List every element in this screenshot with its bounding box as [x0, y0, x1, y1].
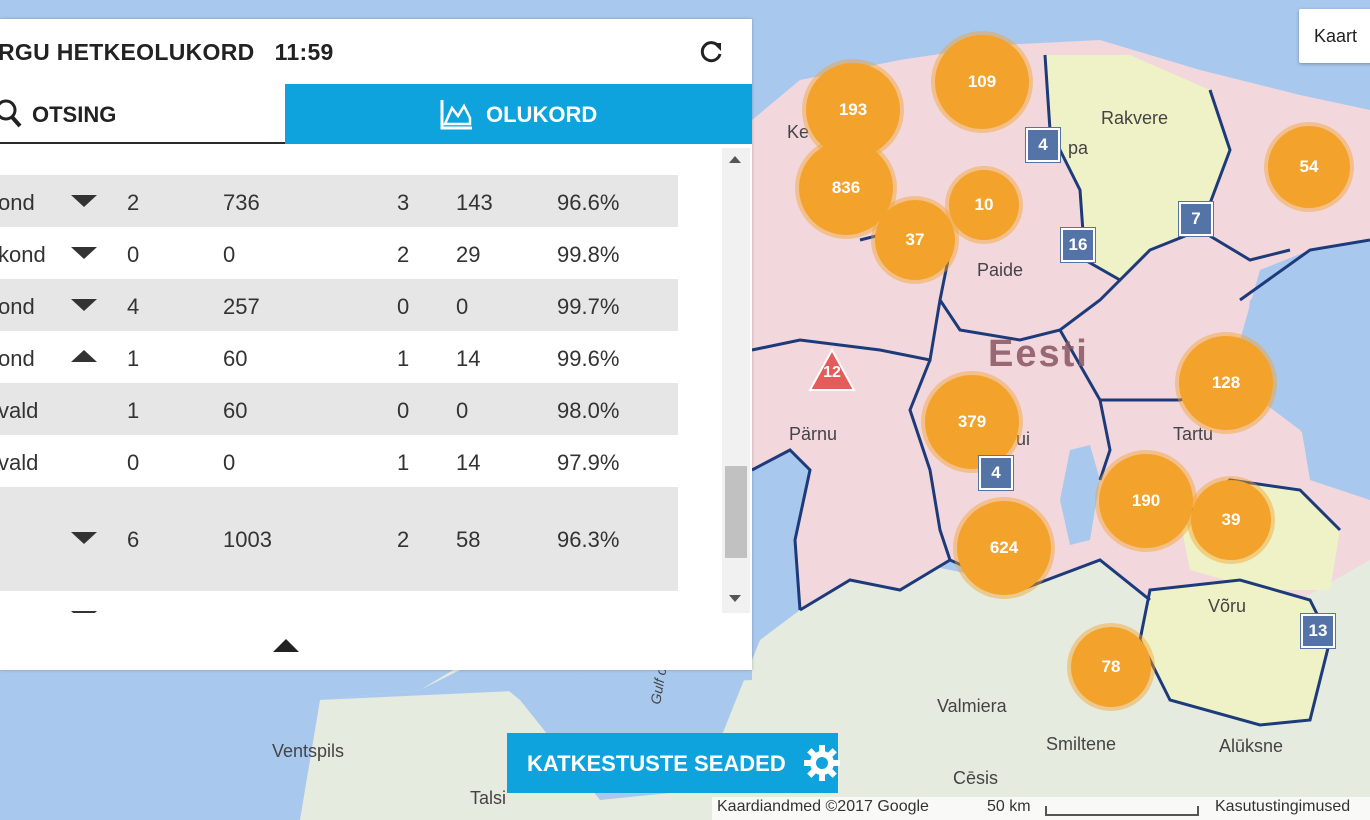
cluster-marker[interactable]: 10 [949, 170, 1019, 240]
outage-settings-button[interactable]: KATKESTUSTE SEADED [507, 733, 840, 793]
gear-icon [804, 745, 840, 781]
table-row[interactable]: vald 1 60 0 0 98.0% [0, 383, 678, 435]
collapse-panel-icon[interactable] [273, 639, 299, 652]
gulf-label: Gulf of [647, 660, 670, 705]
panel-header: RGU HETKEOLUKORD 11:59 [0, 19, 752, 83]
area-chart-icon [440, 100, 472, 130]
cluster-marker[interactable]: 624 [957, 501, 1051, 595]
map-type-button[interactable]: Kaart [1299, 9, 1370, 63]
cluster-marker[interactable]: 78 [1071, 627, 1151, 707]
tab-search[interactable]: OTSING [0, 84, 285, 144]
city-valmiera: Valmiera [937, 696, 1008, 716]
city-parnu: Pärnu [789, 424, 837, 444]
outage-marker[interactable]: 7 [1179, 202, 1213, 236]
cluster-marker[interactable]: 54 [1268, 126, 1350, 208]
region-name: ond [0, 346, 35, 371]
table-row[interactable] [0, 591, 678, 613]
cluster-marker[interactable]: 836 [799, 141, 893, 235]
expand-arrow-icon[interactable] [71, 247, 97, 259]
region-name: vald [0, 398, 39, 423]
scale-label: 50 km [987, 798, 1031, 815]
table-row[interactable]: kond 0 0 2 29 99.8% [0, 227, 678, 279]
region-name: ond [0, 190, 35, 215]
table-row [0, 148, 678, 175]
cluster-marker[interactable]: 37 [875, 200, 955, 280]
city-ke: Ke [787, 122, 809, 142]
outage-marker[interactable]: 4 [979, 456, 1013, 490]
attribution-text: Kaardiandmed ©2017 Google [717, 798, 929, 815]
city-talsi: Talsi [470, 788, 506, 808]
table-row[interactable]: ond 2 736 3 143 96.6% [0, 175, 678, 227]
status-table: ond 2 736 3 143 96.6% kond 0 0 2 29 99.8… [0, 148, 678, 613]
status-panel: RGU HETKEOLUKORD 11:59 OTSING OLUKORD on… [0, 19, 752, 670]
scroll-up-icon[interactable] [729, 156, 741, 163]
scroll-down-icon[interactable] [729, 595, 741, 602]
city-aluksne: Alūksne [1219, 736, 1283, 756]
cluster-marker[interactable]: 128 [1179, 336, 1273, 430]
region-name: vald [0, 450, 39, 475]
cluster-marker[interactable]: 190 [1099, 454, 1193, 548]
table-row[interactable]: 6 1003 2 58 96.3% [0, 487, 678, 591]
region-name: ond [0, 294, 35, 319]
table-row[interactable]: vald 0 0 1 14 97.9% [0, 435, 678, 487]
outage-marker[interactable]: 16 [1061, 228, 1095, 262]
search-icon [0, 99, 22, 128]
region-name: kond [0, 242, 46, 267]
cluster-marker[interactable]: 379 [925, 375, 1019, 469]
city-voru: Võru [1208, 596, 1246, 616]
warning-triangle-icon [808, 347, 856, 391]
city-ventspils: Ventspils [272, 741, 344, 761]
city-rakvere: Rakvere [1101, 108, 1168, 128]
scale-bar [1045, 806, 1199, 816]
tab-search-label: OTSING [32, 102, 117, 127]
panel-tabs: OTSING OLUKORD [0, 84, 752, 144]
map-attribution: Kaardiandmed ©2017 Google 50 km Kasutust… [712, 797, 1370, 820]
expand-arrow-icon[interactable] [71, 532, 97, 544]
city-smiltene: Smiltene [1046, 734, 1116, 754]
expand-arrow-icon[interactable] [71, 299, 97, 311]
city-paide: Paide [977, 260, 1023, 280]
outage-marker[interactable]: 4 [1026, 128, 1060, 162]
city-pa: pa [1068, 138, 1089, 158]
scroll-thumb[interactable] [725, 466, 747, 558]
terms-link[interactable]: Kasutustingimused [1215, 798, 1351, 815]
country-label: Eesti [988, 333, 1089, 375]
panel-title: RGU HETKEOLUKORD 11:59 [0, 39, 334, 65]
city-cesis: Cēsis [953, 768, 998, 788]
map-type-label: Kaart [1314, 26, 1358, 46]
table-row[interactable]: ond 4 257 0 0 99.7% [0, 279, 678, 331]
collapse-arrow-icon[interactable] [71, 350, 97, 362]
table-row[interactable]: ond 1 60 1 14 99.6% [0, 331, 678, 383]
city-tartu: Tartu [1173, 424, 1213, 444]
expand-arrow-icon[interactable] [71, 611, 97, 613]
tab-status-label: OLUKORD [486, 102, 598, 127]
cluster-marker[interactable]: 109 [935, 35, 1029, 129]
outage-settings-label: KATKESTUSTE SEADED [527, 751, 786, 776]
expand-arrow-icon[interactable] [71, 195, 97, 207]
city-ui: ui [1016, 429, 1030, 449]
tab-status[interactable]: OLUKORD [285, 84, 752, 144]
outage-marker[interactable]: 13 [1301, 614, 1335, 648]
table-scrollbar[interactable] [722, 148, 750, 613]
refresh-icon[interactable] [698, 39, 724, 65]
alert-marker[interactable]: 12 [808, 347, 856, 392]
cluster-marker[interactable]: 39 [1191, 480, 1271, 560]
